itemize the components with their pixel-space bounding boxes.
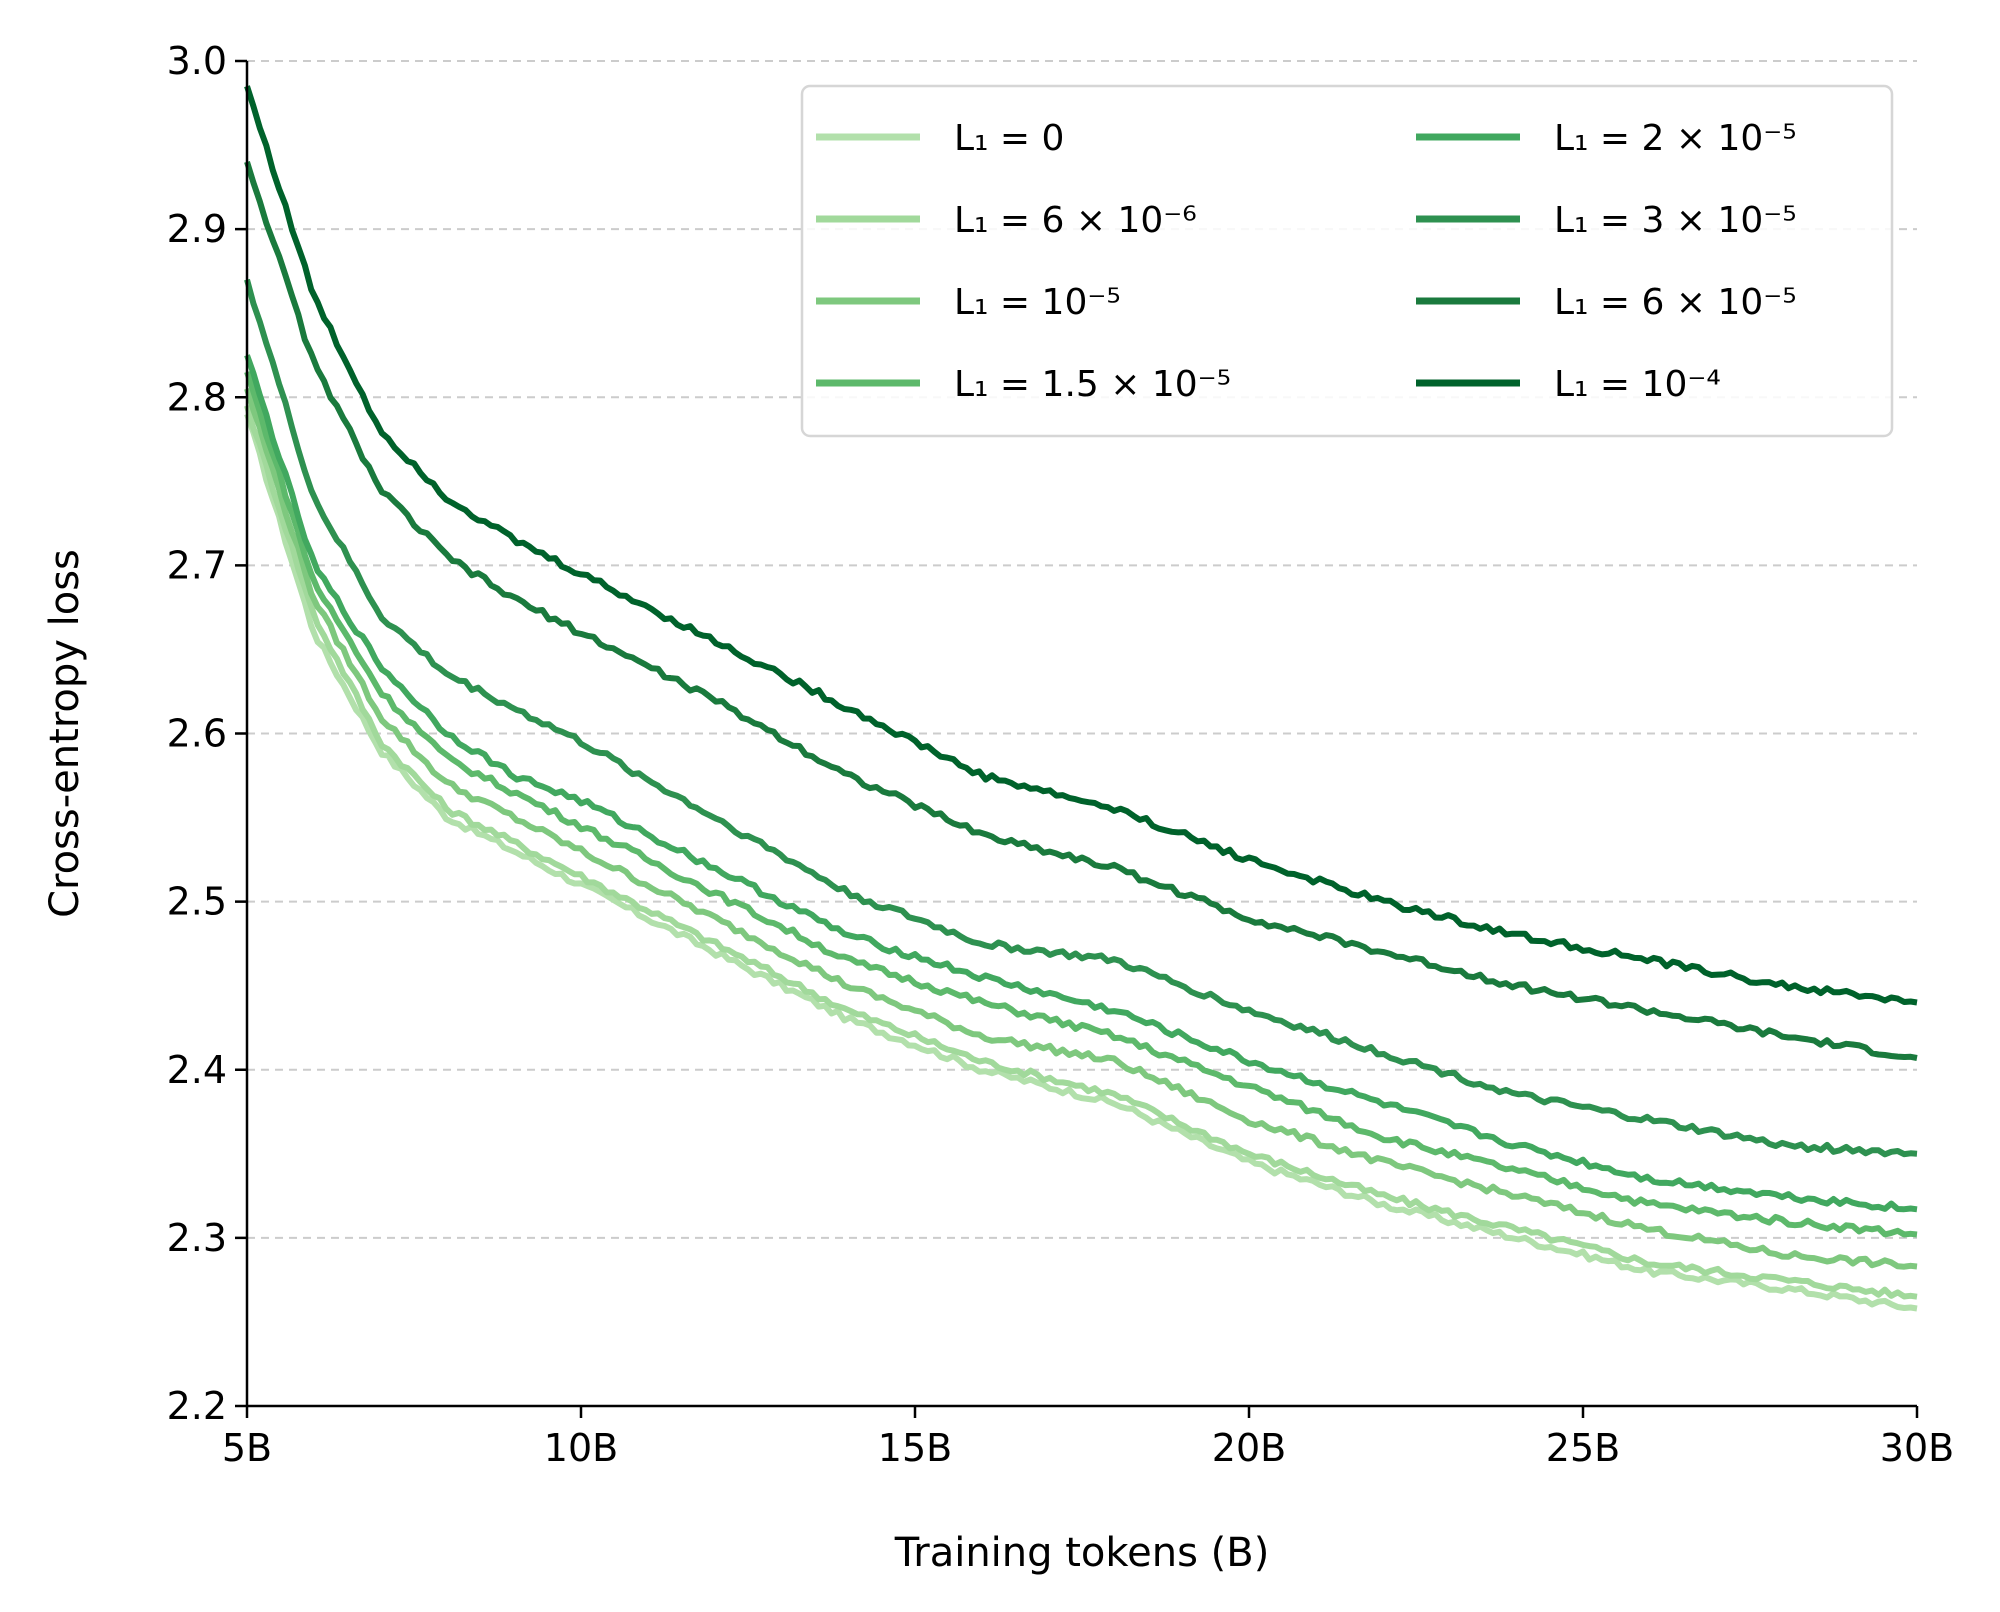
y-tick-label: 2.4	[167, 1048, 227, 1092]
y-tick-label: 2.5	[167, 880, 227, 924]
series-line	[244, 387, 1918, 1270]
series-line	[244, 161, 1918, 1061]
legend-label: L₁ = 10⁻⁵	[954, 282, 1121, 323]
legend-label: L₁ = 1.5 × 10⁻⁵	[954, 364, 1231, 405]
legend-box	[800, 84, 1894, 438]
x-tick-label: 10B	[544, 1426, 618, 1470]
tick-labels: 2.2 2.3 2.4 2.5 2.6 2.7 2.8 2.9 3.0 5B 10B 15B 20B 25…	[167, 39, 1955, 1470]
x-tick-label: 5B	[222, 1426, 272, 1470]
series-line	[244, 404, 1918, 1300]
y-axis-title: Cross-entropy loss	[42, 549, 88, 918]
legend: L₁ = 0 L₁ = 6 × 10⁻⁶ L₁ = 10⁻⁵ L₁ = 1.5 × 1…	[800, 84, 1894, 438]
x-tick-label: 25B	[1546, 1426, 1620, 1470]
series-line	[244, 413, 1918, 1312]
y-tick-label: 2.8	[167, 375, 227, 419]
y-tick-label: 2.3	[167, 1216, 227, 1260]
series-line	[244, 354, 1918, 1213]
legend-label: L₁ = 0	[954, 118, 1064, 159]
x-tick-label: 20B	[1212, 1426, 1286, 1470]
series-lines	[244, 85, 1918, 1312]
y-tick-label: 2.9	[167, 207, 227, 251]
y-tick-label: 3.0	[167, 39, 227, 83]
legend-label: L₁ = 6 × 10⁻⁵	[1554, 282, 1797, 323]
series-line	[244, 85, 1918, 1006]
legend-label: L₁ = 2 × 10⁻⁵	[1554, 118, 1797, 159]
y-tick-label: 2.7	[167, 543, 227, 587]
legend-label: L₁ = 6 × 10⁻⁶	[954, 200, 1197, 241]
x-axis-title: Training tokens (B)	[894, 1530, 1270, 1576]
series-line	[244, 278, 1918, 1158]
x-tick-label: 15B	[878, 1426, 952, 1470]
legend-label: L₁ = 3 × 10⁻⁵	[1554, 200, 1797, 241]
legend-label: L₁ = 10⁻⁴	[1554, 364, 1721, 405]
axes	[235, 59, 1919, 1418]
series-line	[244, 371, 1918, 1238]
x-tick-label: 30B	[1880, 1426, 1954, 1470]
y-tick-label: 2.2	[167, 1384, 227, 1428]
y-tick-label: 2.6	[167, 712, 227, 756]
